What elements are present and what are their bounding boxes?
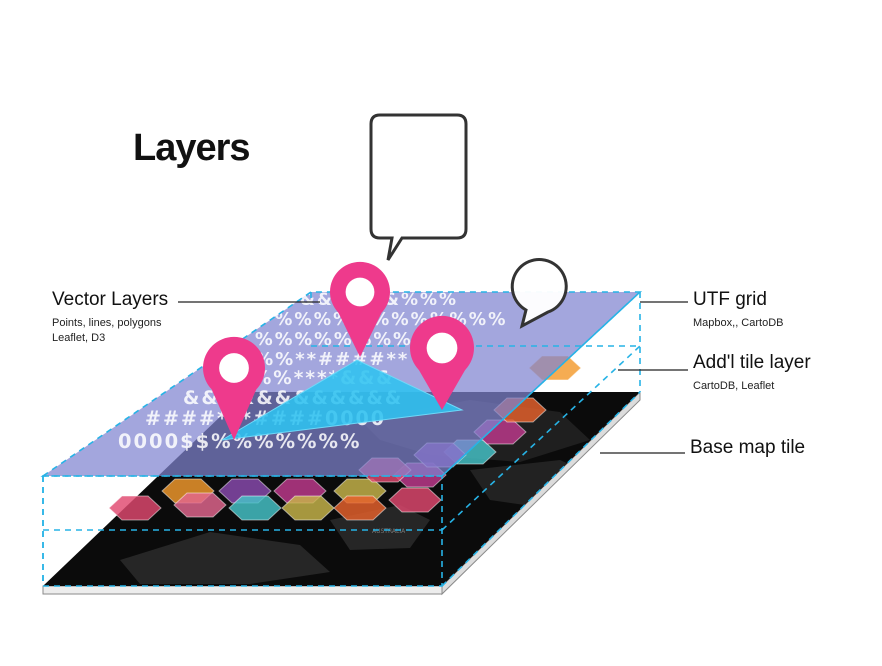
small-speech-bubble <box>510 258 568 329</box>
leader-lines <box>178 301 688 454</box>
continent-label: AUSTRALIA <box>372 528 406 535</box>
tile-layer-desc: CartoDB, Leaflet <box>693 380 775 392</box>
map-pin-icon <box>330 261 390 357</box>
vector-polygon <box>221 359 464 441</box>
map-pin-hole <box>345 277 375 307</box>
map-pin-hole <box>219 353 249 383</box>
hexagon-cell <box>388 487 442 513</box>
base-map-label: Base map tile <box>690 437 806 458</box>
map-pin-hole <box>426 332 458 364</box>
layer-guide-lines <box>40 291 643 587</box>
utf-grid-desc: Mapbox,, CartoDB <box>693 317 784 329</box>
large-speech-bubble <box>369 113 468 261</box>
map-pin-icon <box>202 336 266 440</box>
tile-layer-label: Add'l tile layer <box>693 352 811 373</box>
vector-layers-desc-2: Leaflet, D3 <box>52 332 106 344</box>
hexagon-cell <box>228 495 282 521</box>
vector-layers-label: Vector Layers <box>52 289 169 310</box>
utf-grid-row: %%%%%%%%%%%% <box>275 310 508 330</box>
hexagon-cell <box>333 495 387 521</box>
map-pins <box>202 261 474 440</box>
hexagon-cell <box>173 492 227 518</box>
hexagon-cell <box>108 495 162 521</box>
utf-grid-label: UTF grid <box>693 289 767 310</box>
utf-grid-row: 0000$$%%%%%%% <box>118 430 361 453</box>
vector-layers-desc-1: Points, lines, polygons <box>52 317 162 329</box>
page-title: Layers <box>133 127 251 169</box>
